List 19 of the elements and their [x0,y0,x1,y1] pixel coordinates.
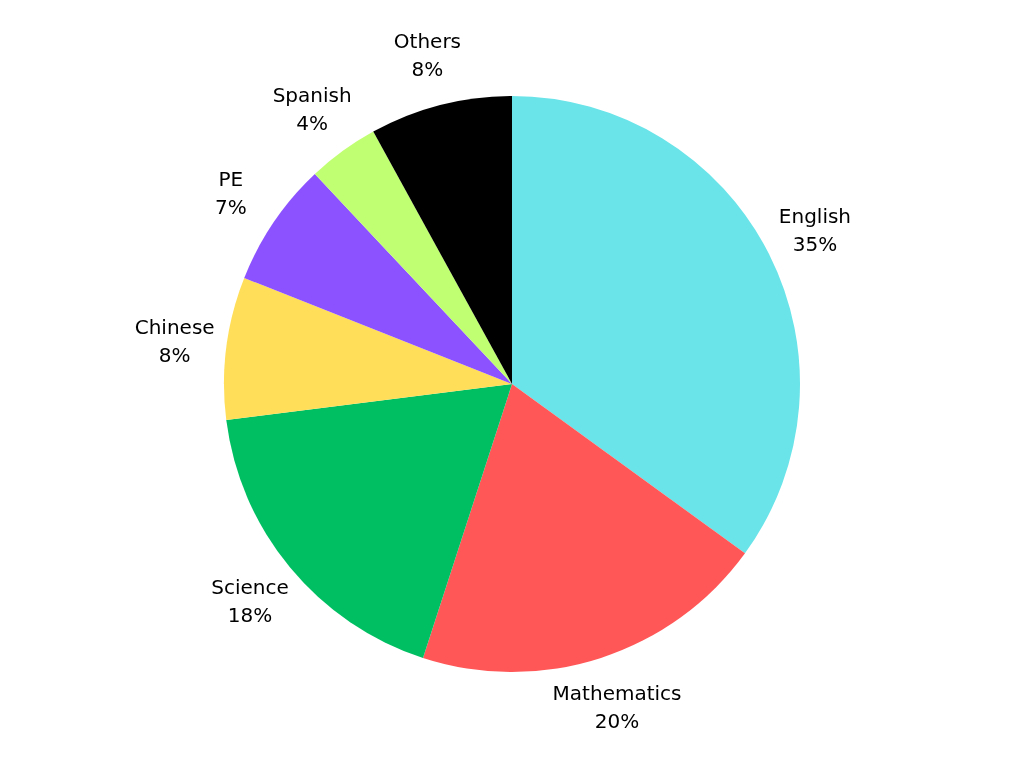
data-label: 8% [158,343,191,368]
slice-label: Chinese [134,315,215,340]
slice-label: Science [211,574,289,599]
data-label: 35% [792,231,838,256]
slice-label: Spanish [272,82,352,107]
data-label: 8% [411,56,444,81]
pie-slice [244,174,512,384]
data-label: 18% [227,602,273,627]
slice-label: Others [393,28,462,53]
slice-label: PE [218,166,244,191]
pie-slice [314,131,512,384]
slice-label: English [778,203,852,228]
pie-slice [224,277,512,421]
pie-slice [423,384,745,672]
pie-slice [373,96,512,384]
data-label: 7% [214,194,247,219]
slice-label: Mathematics [552,681,682,706]
data-label: 20% [594,709,640,734]
data-label: 4% [296,110,329,135]
